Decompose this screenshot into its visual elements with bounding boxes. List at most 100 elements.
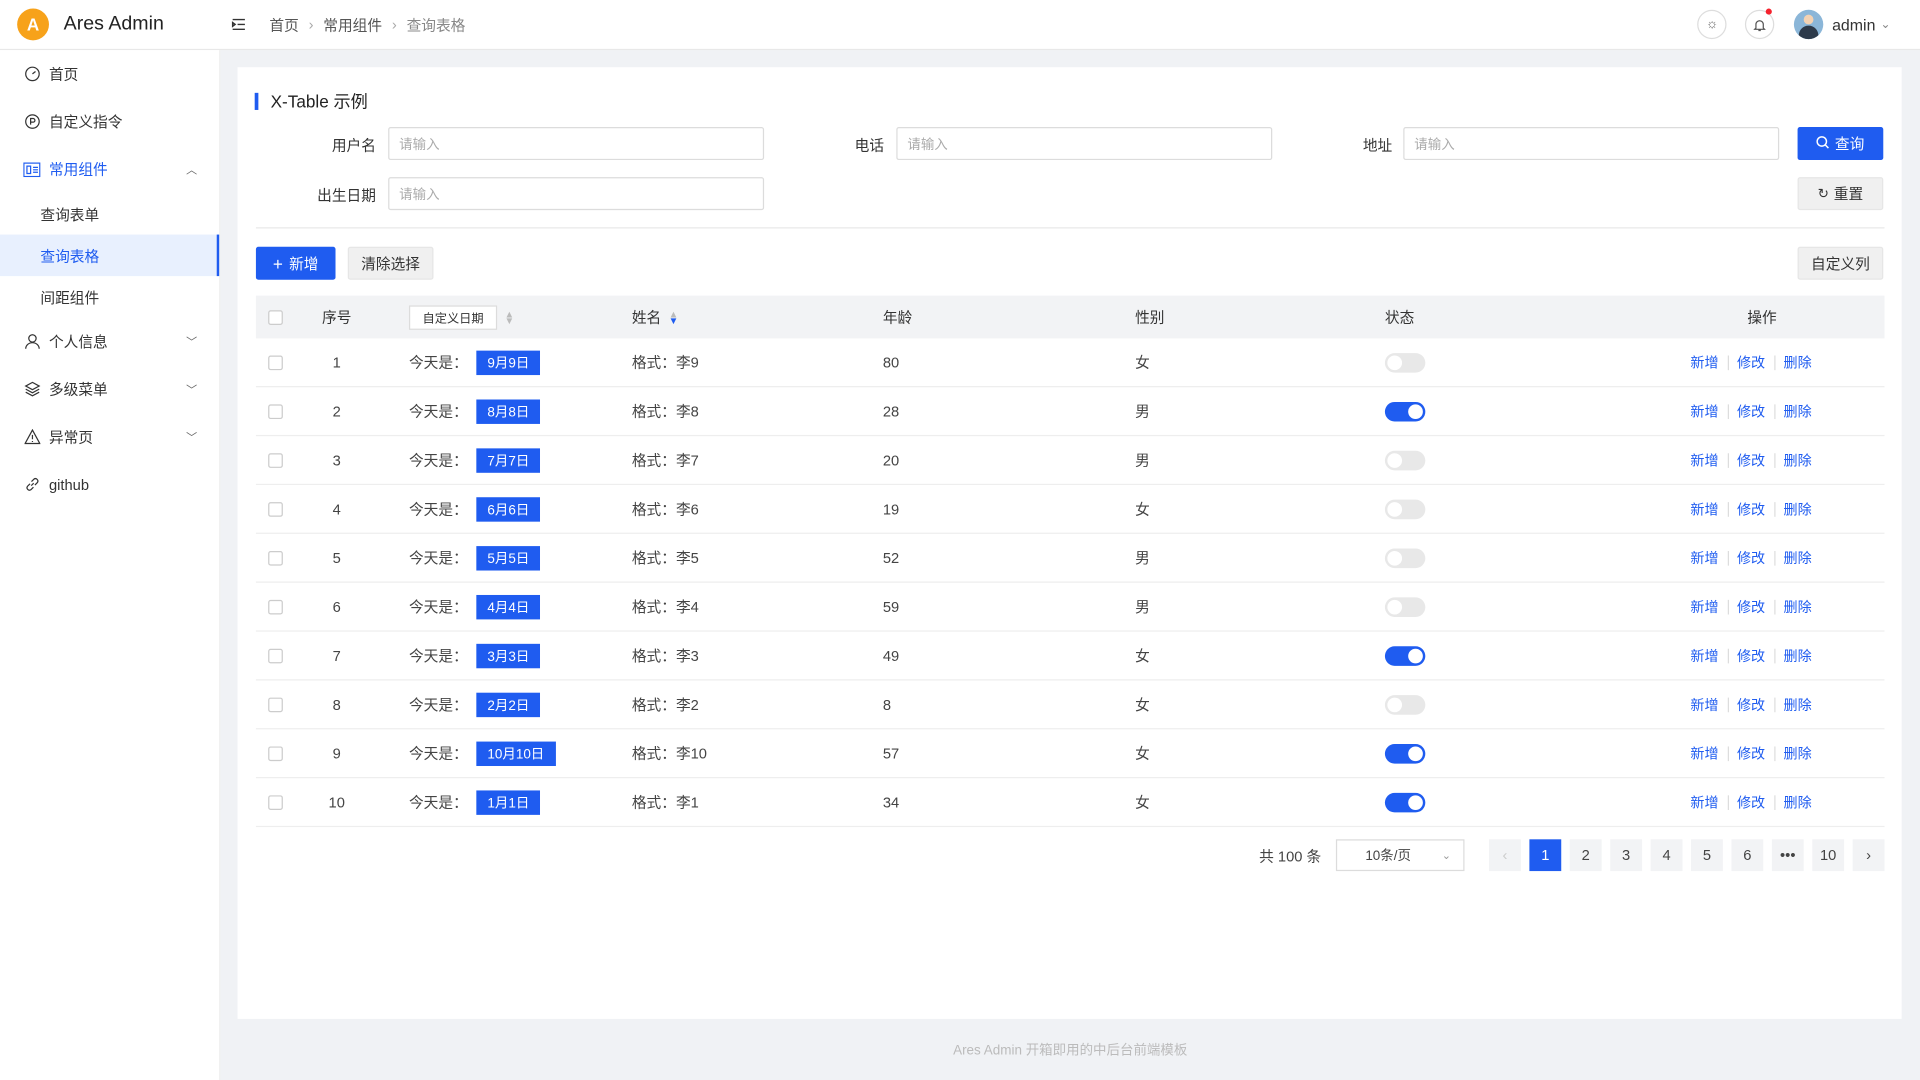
logo[interactable]: A Ares Admin [0,8,220,41]
chevron-down-icon: ﹀ [186,431,198,444]
date-tag: 5月5日 [476,545,541,570]
page-button[interactable]: 6 [1731,839,1764,872]
row-delete-link[interactable]: 删除 [1783,551,1812,567]
next-page-button[interactable]: › [1852,839,1885,872]
status-switch[interactable] [1384,499,1426,519]
row-edit-link[interactable]: 修改 [1736,502,1766,518]
clear-selection-button[interactable]: 清除选择 [347,246,434,280]
row-add-link[interactable]: 新增 [1690,551,1719,567]
address-input[interactable]: 请输入 [1403,127,1780,161]
page-button[interactable]: 10 [1812,839,1845,872]
sidebar-item-multilevel[interactable]: 多级菜单 ﹀ [0,365,219,413]
row-add-link[interactable]: 新增 [1690,600,1719,616]
page-button[interactable]: 4 [1650,839,1683,872]
row-sex: 男 [1135,549,1150,567]
row-edit-link[interactable]: 修改 [1736,795,1766,811]
row-edit-link[interactable]: 修改 [1736,600,1766,616]
row-add-link[interactable]: 新增 [1690,453,1719,469]
row-checkbox[interactable] [268,550,283,566]
status-switch[interactable] [1384,547,1426,568]
row-edit-link[interactable]: 修改 [1736,356,1766,371]
page-button[interactable]: 3 [1610,839,1643,872]
row-checkbox[interactable] [268,745,283,761]
sidebar-subitem-spacing[interactable]: 间距组件 [40,288,100,307]
user-name[interactable]: admin [1832,15,1876,34]
menu-fold-icon[interactable] [230,16,247,33]
phone-input[interactable]: 请输入 [896,127,1273,161]
page-size-select[interactable]: 10条/页 ⌄ [1335,839,1465,872]
status-switch[interactable] [1384,401,1426,421]
row-checkbox[interactable] [268,794,283,810]
row-delete-link[interactable]: 删除 [1783,747,1812,762]
row-edit-link[interactable]: 修改 [1736,404,1766,420]
row-delete-link[interactable]: 删除 [1783,502,1812,518]
row-add-link[interactable]: 新增 [1690,404,1719,420]
page-button[interactable]: 5 [1691,839,1723,872]
custom-columns-button[interactable]: 自定义列 [1797,246,1884,280]
birth-input[interactable]: 请输入 [388,177,765,211]
breadcrumb-components[interactable]: 常用组件 [323,16,383,34]
row-add-link[interactable]: 新增 [1690,795,1719,811]
sidebar-subitem-query-form[interactable]: 查询表单 [40,205,100,223]
status-switch[interactable] [1384,694,1426,715]
row-edit-link[interactable]: 修改 [1736,698,1766,713]
row-add-link[interactable]: 新增 [1690,747,1719,762]
row-delete-link[interactable]: 删除 [1783,698,1812,713]
row-edit-link[interactable]: 修改 [1736,453,1766,469]
custom-date-button[interactable]: 自定义日期 [408,304,498,330]
page-button[interactable]: 2 [1569,839,1602,872]
row-delete-link[interactable]: 删除 [1783,649,1812,664]
row-delete-link[interactable]: 删除 [1783,404,1812,420]
row-name: 李9 [675,354,699,372]
bell-icon[interactable] [1745,8,1775,40]
page-ellipsis-button[interactable]: ••• [1771,839,1804,872]
sort-icon[interactable]: ▲ ▼ [504,308,515,326]
sidebar-item-github[interactable]: github [0,461,219,509]
sidebar-item-exception[interactable]: 异常页 ﹀ [0,413,219,461]
status-switch[interactable] [1384,450,1426,470]
row-delete-link[interactable]: 删除 [1783,453,1812,469]
row-edit-link[interactable]: 修改 [1736,551,1766,567]
status-switch[interactable] [1384,645,1426,666]
sort-icon[interactable]: ▲ ▼ [668,308,679,326]
query-button[interactable]: 查询 [1797,127,1884,161]
select-all-checkbox[interactable] [268,309,283,325]
row-add-link[interactable]: 新增 [1690,502,1719,518]
page-button[interactable]: 1 [1529,839,1562,872]
row-checkbox[interactable] [268,354,283,370]
row-add-link[interactable]: 新增 [1690,698,1719,713]
reset-button[interactable]: ↻ 重置 [1797,177,1884,211]
row-add-link[interactable]: 新增 [1690,649,1719,664]
row-edit-link[interactable]: 修改 [1736,747,1766,762]
status-switch[interactable] [1384,352,1426,373]
sidebar-subitem-query-table[interactable]: 查询表格 [0,234,220,277]
row-checkbox[interactable] [268,501,283,517]
row-index: 3 [332,451,341,469]
row-checkbox[interactable] [268,452,283,468]
add-button[interactable]: + 新增 [255,246,336,280]
row-checkbox[interactable] [268,403,283,419]
row-delete-link[interactable]: 删除 [1783,356,1812,371]
row-add-link[interactable]: 新增 [1690,356,1719,371]
sidebar-item-label: 异常页 [48,428,94,446]
sidebar-item-directive[interactable]: 自定义指令 [0,98,219,146]
status-switch[interactable] [1384,792,1426,812]
row-delete-link[interactable]: 删除 [1783,600,1812,616]
chevron-down-icon[interactable]: ⌄ [1880,17,1891,32]
breadcrumb-home[interactable]: 首页 [269,16,299,34]
avatar[interactable] [1794,9,1824,40]
row-checkbox[interactable] [268,648,283,663]
sidebar-item-components[interactable]: 常用组件 ︿ [0,145,219,193]
status-switch[interactable] [1384,596,1426,617]
row-checkbox[interactable] [268,599,283,614]
row-delete-link[interactable]: 删除 [1783,795,1812,811]
username-input[interactable]: 请输入 [388,127,765,161]
refresh-icon: ↻ [1817,186,1829,202]
row-edit-link[interactable]: 修改 [1736,649,1766,664]
sidebar-item-profile[interactable]: 个人信息 ﹀ [0,318,219,366]
sun-icon[interactable]: ☼ [1697,9,1727,40]
status-switch[interactable] [1384,743,1426,763]
row-checkbox[interactable] [268,696,283,712]
prev-page-button[interactable]: ‹ [1488,839,1521,872]
sidebar-item-home[interactable]: 首页 [0,50,219,98]
